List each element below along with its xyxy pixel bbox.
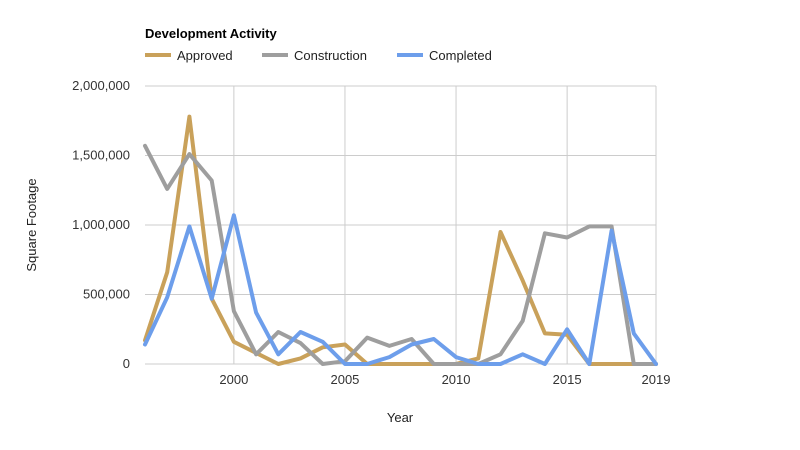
x-axis-tick-labels: 2000 2005 2010 2015 2019: [219, 372, 670, 387]
x-tick-label: 2019: [642, 372, 671, 387]
x-tick-label: 2005: [330, 372, 359, 387]
x-tick-label: 2000: [219, 372, 248, 387]
y-tick-label: 2,000,000: [72, 78, 130, 93]
y-axis-title: Square Footage: [24, 178, 39, 271]
vertical-gridlines: [233, 86, 657, 364]
legend: Approved Construction Completed: [145, 48, 492, 63]
series-line-construction: [143, 143, 658, 366]
chart-title: Development Activity: [145, 26, 277, 41]
x-tick-label: 2015: [553, 372, 582, 387]
x-tick-label: 2010: [442, 372, 471, 387]
y-tick-label: 0: [123, 356, 130, 371]
series-line-approved: [143, 114, 658, 366]
x-axis-title: Year: [387, 410, 414, 425]
legend-label-approved: Approved: [177, 48, 233, 63]
y-tick-label: 1,000,000: [72, 217, 130, 232]
series-lines: [143, 114, 658, 366]
y-axis-tick-labels: 0 500,000 1,000,000 1,500,000 2,000,000: [72, 78, 130, 371]
legend-label-construction: Construction: [294, 48, 367, 63]
series-line-completed: [143, 213, 658, 366]
legend-label-completed: Completed: [429, 48, 492, 63]
y-tick-label: 500,000: [83, 287, 130, 302]
y-tick-label: 1,500,000: [72, 148, 130, 163]
